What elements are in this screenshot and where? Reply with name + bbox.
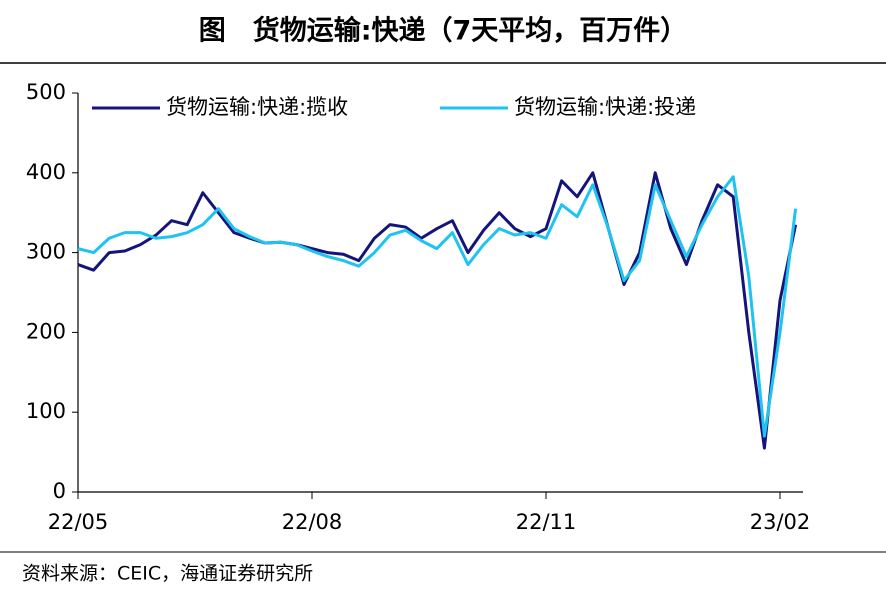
x-tick-label: 22/08 (282, 510, 343, 534)
y-tick-label: 400 (26, 160, 66, 184)
y-tick-label: 0 (53, 479, 66, 503)
y-tick-label: 100 (26, 399, 66, 423)
x-tick-label: 23/02 (750, 510, 811, 534)
x-tick-label: 22/05 (48, 510, 109, 534)
series-line (77, 171, 798, 450)
y-tick-label: 300 (26, 240, 66, 264)
x-tick-label: 22/11 (516, 510, 577, 534)
legend-label: 货物运输:快递:投递 (514, 95, 696, 119)
legend-label: 货物运输:快递:揽收 (166, 95, 348, 119)
y-tick-label: 500 (26, 80, 66, 104)
series-line (77, 175, 798, 438)
source-note: 资料来源：CEIC，海通证券研究所 (22, 563, 313, 585)
y-tick-label: 200 (26, 319, 66, 343)
chart-title: 图 货物运输:快递（7天平均，百万件） (199, 15, 688, 47)
